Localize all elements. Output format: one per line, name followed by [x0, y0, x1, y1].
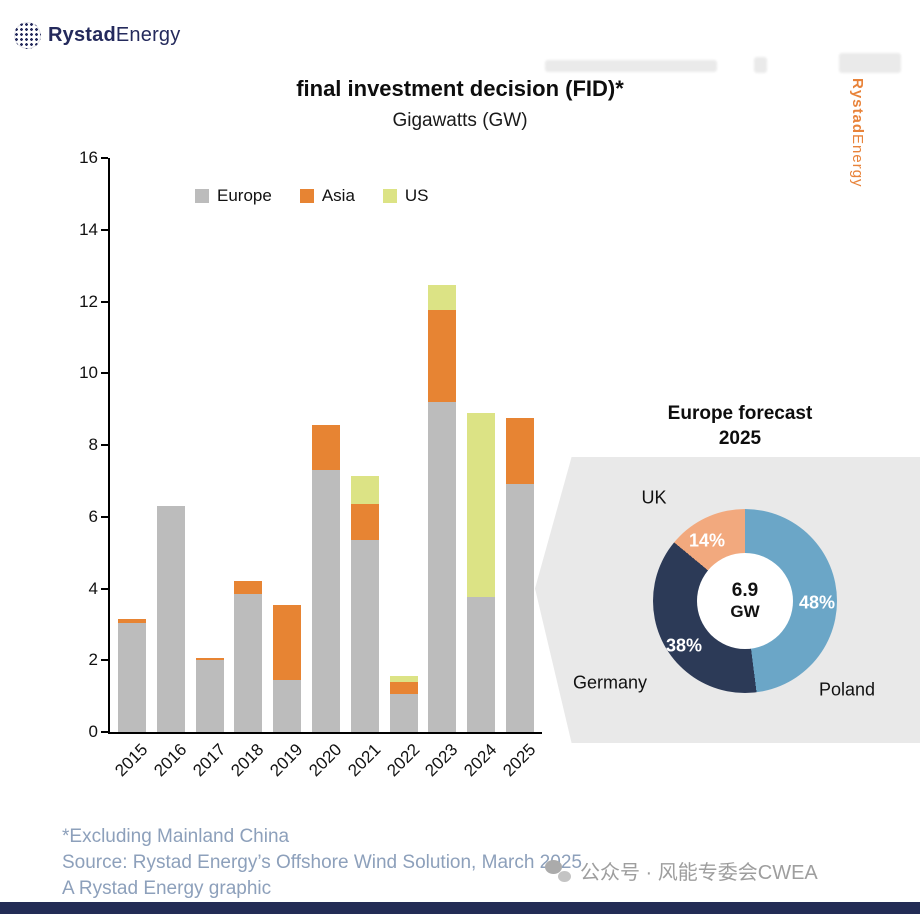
- vertical-brand: RystadEnergy: [849, 78, 866, 188]
- bar-segment-asia-2022: [389, 681, 418, 695]
- logo-regular-text: Energy: [115, 24, 181, 46]
- y-tick-mark: [101, 300, 108, 303]
- rystad-logo-text: RystadEnergy: [48, 24, 180, 47]
- y-tick-mark: [101, 157, 108, 159]
- logo-bold-text: Rystad: [48, 24, 116, 46]
- bar-segment-europe-2024: [467, 597, 496, 732]
- bottom-bar: [0, 902, 920, 914]
- footnote-excluding-china: *Excluding Mainland China: [62, 826, 290, 847]
- forecast-title-line2: 2025: [718, 428, 762, 449]
- bar-segment-us-2024: [467, 412, 496, 598]
- bar-segment-asia-2017: [195, 658, 224, 661]
- footnote-source: Source: Rystad Energy’s Offshore Wind So…: [62, 852, 582, 873]
- bar-segment-asia-2018: [234, 581, 263, 594]
- bar-segment-asia-2023: [428, 310, 457, 402]
- cropped-text-artifact: [545, 60, 717, 72]
- y-tick-label-10: 10: [79, 363, 98, 383]
- cropped-text-artifact: [754, 57, 767, 73]
- y-tick-label-0: 0: [88, 722, 98, 741]
- bar-segment-us-2023: [428, 285, 457, 311]
- donut-label-uk: UK: [641, 487, 667, 508]
- bar-segment-europe-2022: [389, 694, 418, 732]
- forecast-panel: Europe forecast 2025 6.9 GW 48% 38% 14% …: [535, 395, 920, 747]
- y-tick-mark: [101, 372, 108, 375]
- y-tick-label-12: 12: [79, 291, 98, 311]
- bar-segment-europe-2020: [312, 470, 340, 732]
- donut-pct-uk: 14%: [688, 530, 726, 551]
- rystad-logo: RystadEnergy: [14, 22, 180, 49]
- legend-item-asia: Asia: [299, 186, 355, 206]
- bar-segment-asia-2020: [312, 425, 340, 471]
- bar-segment-europe-2016: [156, 506, 185, 732]
- legend-item-europe: Europe: [195, 186, 272, 206]
- bar-segment-europe-2015: [118, 622, 146, 732]
- watermark: 公众号 · 风能专委会CWEA: [545, 856, 818, 885]
- y-tick-mark: [101, 228, 108, 231]
- vertical-brand-bold: Rystad: [849, 78, 866, 135]
- legend-swatch-us: [382, 189, 397, 203]
- plot-area: 0 2 4 6 8 10 12 14 16 2015 2016 2017 2018 2019 2020 20…: [79, 148, 542, 780]
- y-axis-line: [108, 158, 110, 734]
- wechat-icon: [545, 859, 571, 882]
- chart-legend: Europe Asia US: [195, 186, 429, 206]
- bar-segment-europe-2019: [273, 679, 302, 732]
- legend-item-us: US: [382, 186, 429, 206]
- bar-segment-asia-2025: [506, 418, 534, 485]
- donut-pct-poland: 48%: [798, 592, 836, 613]
- forecast-title: Europe forecast 2025: [560, 401, 920, 451]
- donut-label-germany: Germany: [572, 672, 648, 693]
- legend-label-asia: Asia: [321, 186, 355, 205]
- forecast-title-line1: Europe forecast: [667, 403, 813, 424]
- legend-label-europe: Europe: [217, 186, 272, 205]
- y-tick-label-8: 8: [88, 435, 98, 454]
- bar-segment-asia-2019: [273, 604, 302, 680]
- watermark-text: 公众号 · 风能专委会CWEA: [580, 862, 818, 884]
- y-tick-label-2: 2: [88, 650, 98, 670]
- donut-pct-germany: 38%: [665, 635, 703, 656]
- bar-segment-europe-2023: [428, 401, 457, 732]
- y-tick-mark: [101, 587, 108, 590]
- y-tick-label-6: 6: [88, 506, 98, 526]
- footnote-credit: A Rystad Energy graphic: [62, 878, 272, 899]
- x-axis-line: [108, 732, 542, 734]
- y-tick-label-16: 16: [79, 148, 98, 167]
- bar-segment-europe-2017: [195, 660, 224, 732]
- y-tick-label-4: 4: [88, 578, 98, 598]
- vertical-brand-regular: Energy: [849, 134, 866, 188]
- bar-segment-asia-2015: [118, 619, 146, 623]
- donut-label-poland: Poland: [818, 679, 876, 700]
- footnotes: *Excluding Mainland China Source: Rystad…: [62, 824, 582, 902]
- globe-icon: [14, 22, 41, 49]
- bar-segment-europe-2021: [350, 540, 379, 732]
- donut-center-label: 6.9 GW: [697, 553, 793, 649]
- bar-segment-europe-2018: [234, 593, 263, 732]
- chart-title: final investment decision (FID)*: [296, 76, 624, 101]
- donut-center-unit: GW: [730, 602, 760, 621]
- y-tick-mark: [101, 515, 108, 518]
- bar-segment-asia-2021: [350, 504, 379, 541]
- chart-subtitle: Gigawatts (GW): [392, 110, 528, 131]
- legend-swatch-asia: [299, 189, 314, 203]
- y-tick-mark: [101, 731, 108, 733]
- legend-swatch-europe: [195, 189, 209, 203]
- y-tick-mark: [101, 659, 108, 662]
- bar-segment-us-2022: [389, 676, 418, 682]
- bar-segment-europe-2025: [506, 484, 534, 732]
- y-tick-mark: [101, 444, 108, 446]
- y-tick-label-14: 14: [79, 219, 98, 239]
- cropped-text-artifact: [839, 53, 901, 73]
- bar-segment-us-2021: [350, 475, 379, 505]
- donut-center-value: 6.9: [731, 580, 759, 601]
- legend-label-us: US: [404, 186, 429, 205]
